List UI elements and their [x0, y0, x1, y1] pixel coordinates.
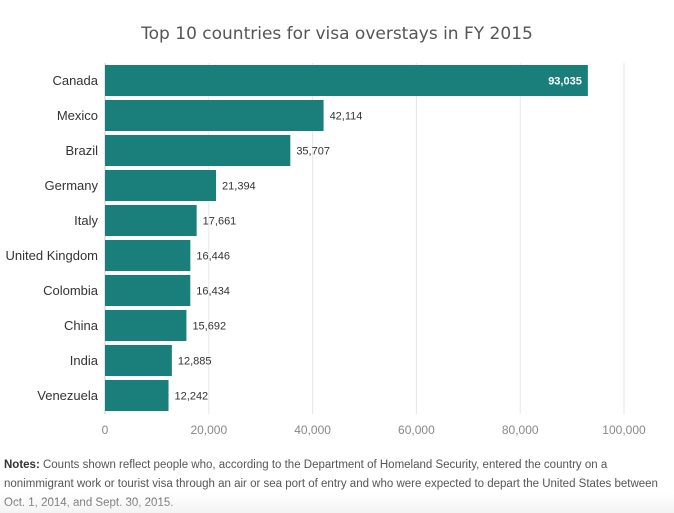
bar — [105, 240, 191, 271]
x-tick-label: 100,000 — [602, 423, 646, 437]
data-label: 12,242 — [175, 391, 209, 403]
x-tick-label: 20,000 — [190, 423, 227, 437]
bar — [105, 380, 169, 411]
category-label: Venezuela — [37, 388, 98, 403]
data-label: 16,434 — [196, 286, 230, 298]
x-tick-label: 80,000 — [502, 423, 539, 437]
bar — [105, 135, 291, 166]
notes-label: Notes: — [4, 459, 40, 471]
data-label: 93,035 — [548, 76, 582, 88]
bar-chart: 0 20,000 40,000 60,000 80,000 100,000 Canada 93… — [6, 63, 646, 437]
category-label: China — [64, 318, 99, 333]
chart-title: Top 10 countries for visa overstays in F… — [141, 24, 533, 44]
bar — [105, 310, 187, 341]
bar — [105, 205, 197, 236]
category-label: Canada — [52, 73, 98, 88]
data-label: 21,394 — [222, 181, 256, 193]
bar — [105, 100, 324, 131]
x-tick-label: 0 — [102, 423, 109, 437]
data-label: 35,707 — [296, 146, 330, 158]
category-label: Italy — [74, 213, 98, 228]
category-label: Mexico — [57, 108, 98, 123]
bar — [105, 345, 172, 376]
x-tick-label: 60,000 — [398, 423, 435, 437]
data-label: 15,692 — [192, 321, 226, 333]
bar — [105, 275, 191, 306]
data-label: 16,446 — [196, 251, 230, 263]
bottom-fade — [0, 493, 674, 513]
category-label: Brazil — [65, 143, 98, 158]
bar — [105, 170, 217, 201]
bar — [105, 65, 588, 96]
category-label: India — [70, 353, 99, 368]
data-label: 12,885 — [178, 356, 212, 368]
category-label: Germany — [45, 178, 99, 193]
x-tick-label: 40,000 — [294, 423, 331, 437]
category-label: United Kingdom — [6, 248, 99, 263]
data-label: 17,661 — [203, 216, 237, 228]
data-label: 42,114 — [330, 111, 363, 123]
category-label: Colombia — [43, 283, 99, 298]
